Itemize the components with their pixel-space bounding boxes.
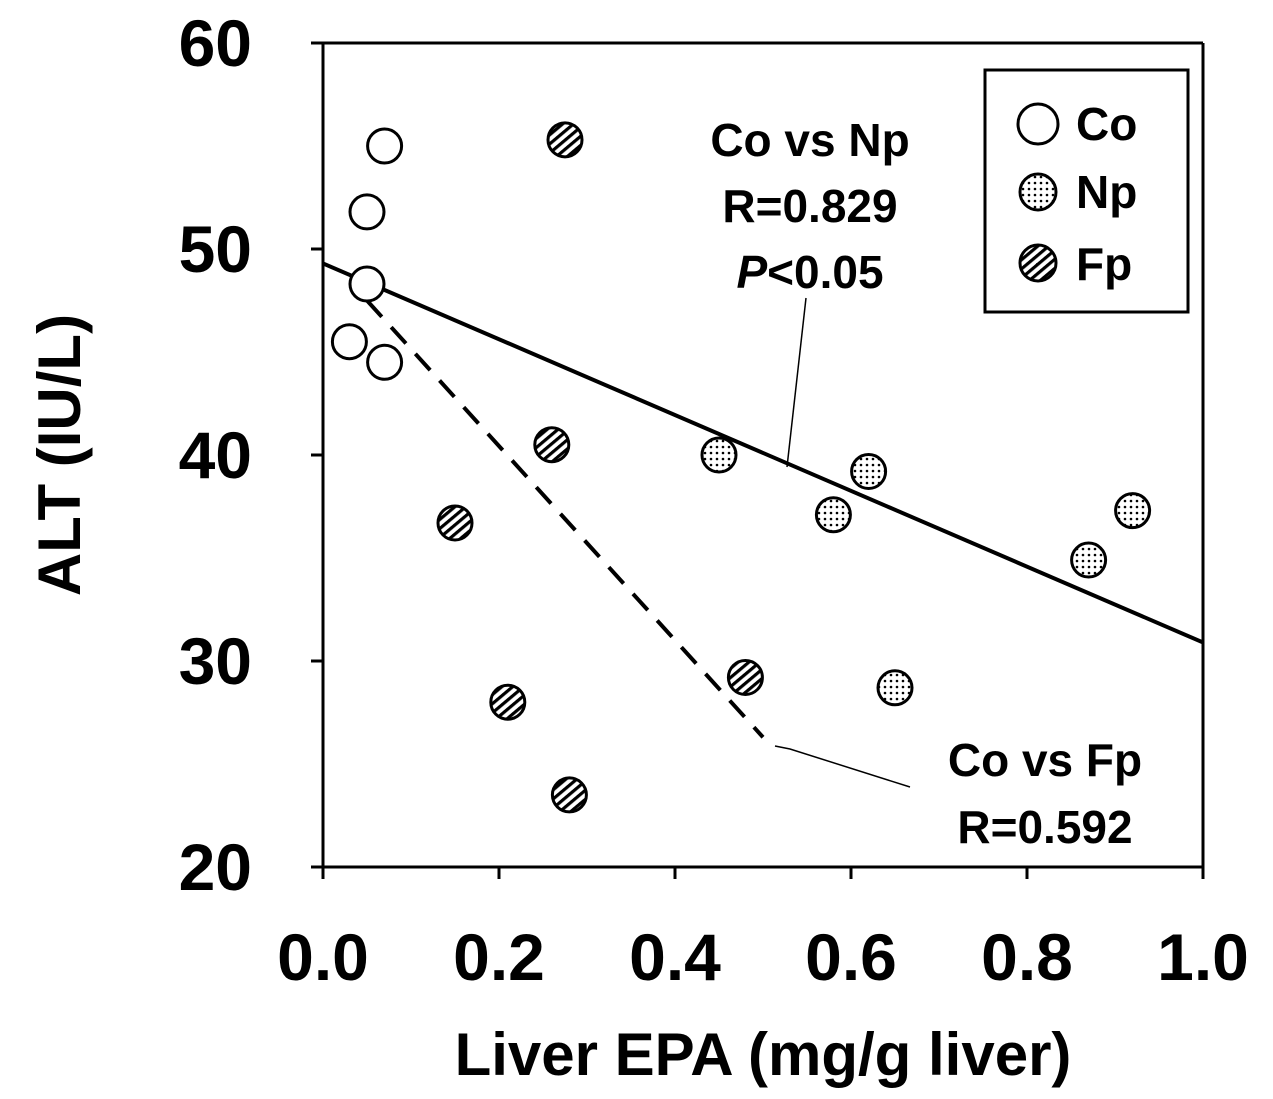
np-annotation-title: Co vs Np — [710, 114, 909, 166]
fp-annotation-r: R=0.592 — [957, 801, 1132, 853]
x-tick-label: 0.0 — [277, 920, 369, 994]
co-vs-fp-regression-line — [365, 299, 765, 739]
x-tick-label: 0.2 — [453, 920, 545, 994]
np-data-point — [700, 436, 738, 474]
legend-co-label: Co — [1076, 98, 1137, 150]
co-data-point — [366, 127, 404, 165]
np-regression-annotation: Co vs Np R=0.829 P<0.05 — [710, 114, 909, 298]
x-tick-label: 0.6 — [805, 920, 897, 994]
x-axis-title: Liver EPA (mg/g liver) — [455, 1021, 1072, 1088]
fp-annotation-leader — [774, 745, 911, 788]
axis-ticks — [311, 41, 1205, 879]
p-value: <0.05 — [767, 246, 883, 298]
fp-annotation-title: Co vs Fp — [948, 734, 1142, 786]
y-tick-labels: 20 30 40 50 60 — [179, 6, 252, 904]
fp-data-point — [546, 121, 584, 159]
legend-np-marker — [1018, 172, 1058, 212]
np-annotation-r: R=0.829 — [722, 180, 897, 232]
np-data-point — [814, 496, 852, 534]
fp-data-point — [726, 658, 764, 696]
fp-regression-annotation: Co vs Fp R=0.592 — [948, 734, 1142, 853]
legend-fp-marker — [1018, 243, 1058, 283]
np-data-point — [876, 669, 914, 707]
co-data-point — [348, 265, 386, 303]
data-points — [330, 121, 1152, 814]
legend: Co Np Fp — [983, 68, 1190, 314]
y-axis-title: ALT (IU/L) — [26, 314, 93, 596]
legend-np-label: Np — [1076, 166, 1137, 218]
y-tick-label: 60 — [179, 6, 252, 80]
np-data-point — [1114, 492, 1152, 530]
np-annotation-p: P<0.05 — [736, 246, 883, 298]
x-tick-label: 0.8 — [981, 920, 1073, 994]
legend-co-marker — [1016, 102, 1060, 146]
fp-data-point — [436, 504, 474, 542]
np-data-point — [850, 452, 888, 490]
fp-data-point — [533, 426, 571, 464]
x-tick-labels: 0.0 0.2 0.4 0.6 0.8 1.0 — [277, 920, 1249, 994]
x-tick-label: 0.4 — [629, 920, 721, 994]
co-vs-np-regression-line — [322, 261, 1204, 645]
fp-data-point — [489, 683, 527, 721]
legend-fp-label: Fp — [1076, 238, 1132, 290]
regression-lines — [322, 261, 1204, 739]
co-data-point — [348, 193, 386, 231]
np-data-point — [1070, 541, 1108, 579]
y-tick-label: 40 — [179, 418, 252, 492]
co-data-point — [366, 343, 404, 381]
y-tick-label: 30 — [179, 624, 252, 698]
x-tick-label: 1.0 — [1157, 920, 1249, 994]
y-tick-label: 50 — [179, 212, 252, 286]
np-annotation-leader — [786, 297, 807, 468]
p-symbol: P — [736, 246, 767, 298]
y-tick-label: 20 — [179, 830, 252, 904]
plot-frame — [321, 41, 1205, 869]
co-data-point — [330, 323, 368, 361]
fp-data-point — [550, 776, 588, 814]
